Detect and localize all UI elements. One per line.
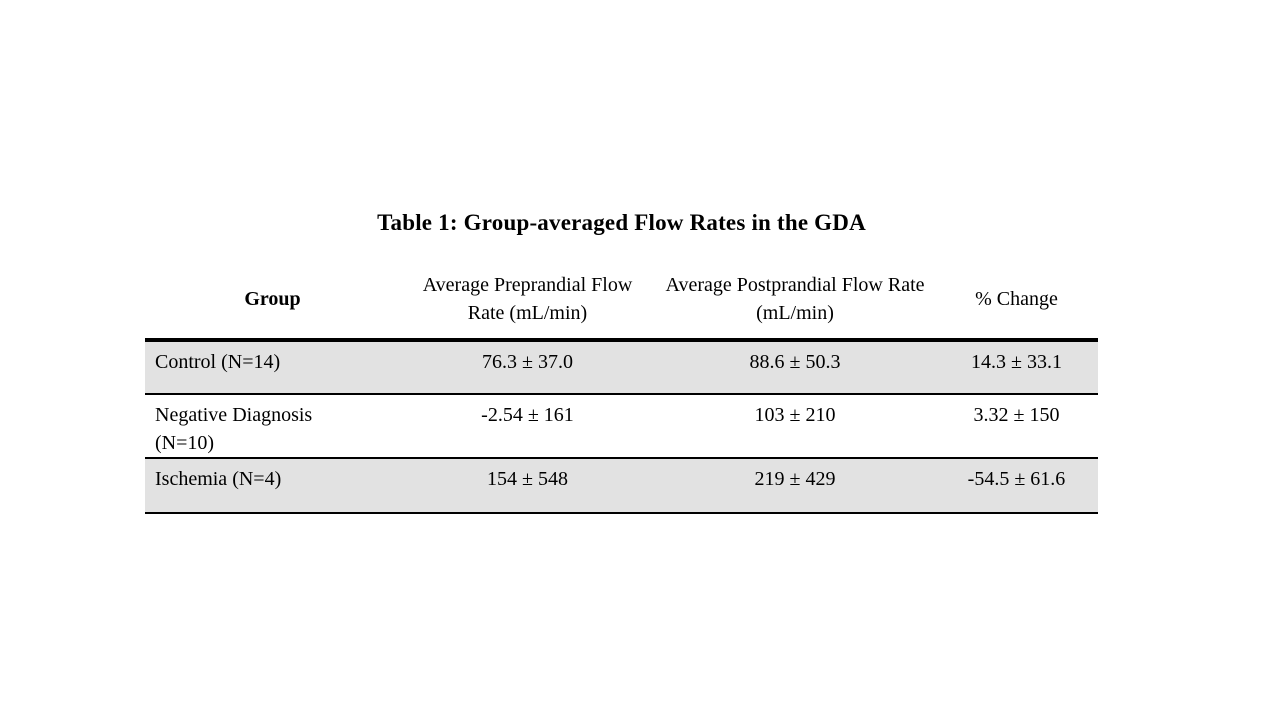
table-title: Table 1: Group-averaged Flow Rates in th…	[377, 210, 866, 235]
cell-group: Negative Diagnosis (N=10)	[145, 394, 400, 458]
cell-group: Ischemia (N=4)	[155, 468, 282, 490]
cell-group: Control (N=14)	[155, 351, 281, 373]
cell-preprandial: 154 ± 548	[487, 468, 568, 490]
column-header-group: Group	[145, 260, 400, 342]
cell-preprandial: 76.3 ± 37.0	[482, 351, 573, 373]
column-header-preprandial: Average Preprandial Flow Rate (mL/min)	[400, 260, 655, 342]
cell-group-line1: Negative Diagnosis	[155, 404, 313, 426]
cell-postprandial: 88.6 ± 50.3	[749, 351, 841, 373]
table-row-negative-diagnosis: Negative Diagnosis (N=10) -2.54 ± 161 10…	[145, 394, 1098, 458]
cell-pct-change: 3.32 ± 150	[973, 404, 1060, 426]
table-header-row: Group Average Preprandial Flow Rate (mL/…	[145, 260, 1098, 342]
cell-postprandial: 219 ± 429	[754, 468, 836, 490]
cell-preprandial: -2.54 ± 161	[481, 404, 574, 426]
column-header-pct-change: % Change	[935, 260, 1098, 342]
cell-pct-change: 14.3 ± 33.1	[971, 351, 1062, 373]
table-row-ischemia: Ischemia (N=4) 154 ± 548 219 ± 429 -54.5…	[145, 458, 1098, 513]
cell-pct-change: -54.5 ± 61.6	[967, 468, 1066, 490]
flow-rates-table: Group Average Preprandial Flow Rate (mL/…	[145, 260, 1098, 514]
column-header-postprandial: Average Postprandial Flow Rate (mL/min)	[655, 260, 935, 342]
cell-group-line2: (N=10)	[155, 432, 215, 454]
cell-postprandial: 103 ± 210	[754, 404, 836, 426]
table-row-control: Control (N=14) 76.3 ± 37.0 88.6 ± 50.3 1…	[145, 340, 1098, 394]
